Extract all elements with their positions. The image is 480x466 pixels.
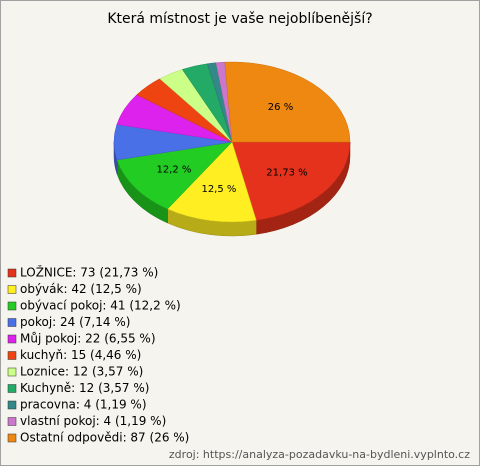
legend-swatch bbox=[7, 334, 17, 344]
slice bbox=[116, 141, 233, 210]
legend-swatch bbox=[7, 384, 17, 393]
slice bbox=[231, 141, 351, 221]
legend-swatch bbox=[7, 318, 17, 327]
legend-label: obývací pokoj: 41 (12,2 %) bbox=[20, 299, 181, 313]
legend-label: Kuchyně: 12 (3,57 %) bbox=[20, 381, 149, 395]
legend-label: Ostatní odpovědi: 87 (26 %) bbox=[20, 431, 189, 445]
source: zdroj: https://analyza-pozadavku-na-bydl… bbox=[169, 448, 470, 461]
legend-label: pokoj: 24 (7,14 %) bbox=[20, 315, 130, 329]
legend-label: pracovna: 4 (1,19 %) bbox=[20, 398, 147, 412]
legend-label: Loznice: 12 (3,57 %) bbox=[20, 365, 143, 379]
legend-swatch bbox=[7, 367, 17, 377]
slice-label: 26 % bbox=[268, 102, 293, 113]
legend-swatch bbox=[7, 268, 17, 278]
slice bbox=[224, 61, 351, 143]
chart-title: Která místnost je vaše nejoblíbenější? bbox=[107, 11, 372, 27]
legend-label: kuchyň: 15 (4,46 %) bbox=[20, 348, 141, 362]
legend-label: vlastní pokoj: 4 (1,19 %) bbox=[20, 414, 166, 428]
legend-swatch bbox=[7, 301, 17, 311]
legend-label: obývák: 42 (12,5 %) bbox=[20, 282, 142, 296]
legend-swatch bbox=[7, 400, 17, 410]
legend-swatch bbox=[7, 433, 17, 443]
slice-label: 21,73 % bbox=[266, 167, 307, 178]
legend-swatch bbox=[7, 351, 17, 360]
legend-label: Můj pokoj: 22 (6,55 %) bbox=[20, 332, 156, 346]
legend-swatch bbox=[7, 285, 17, 294]
legend-label: LOŽNICE: 73 (21,73 %) bbox=[20, 265, 158, 280]
slice-label: 12,2 % bbox=[156, 165, 191, 176]
slice-label: 12,5 % bbox=[201, 184, 236, 195]
legend-swatch bbox=[7, 417, 17, 426]
slice bbox=[167, 141, 257, 223]
